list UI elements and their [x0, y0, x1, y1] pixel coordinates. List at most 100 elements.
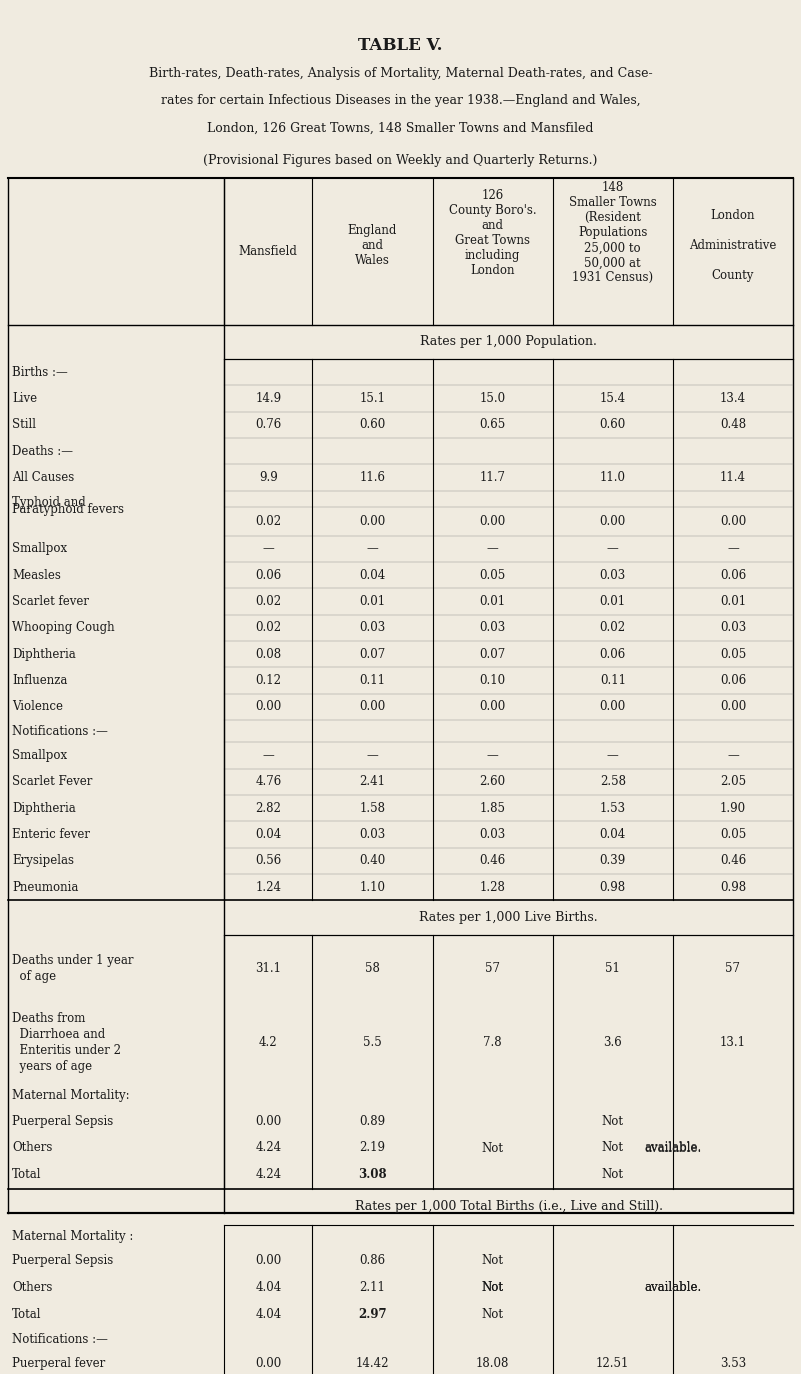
Text: London

Administrative

County: London Administrative County [689, 209, 777, 282]
Text: 2.19: 2.19 [360, 1142, 385, 1154]
Text: available.: available. [644, 1281, 702, 1294]
Text: 0.39: 0.39 [600, 855, 626, 867]
Text: 31.1: 31.1 [256, 962, 281, 976]
Text: 0.08: 0.08 [256, 647, 281, 661]
Text: Rates per 1,000 Total Births (i.e., Live and Still).: Rates per 1,000 Total Births (i.e., Live… [355, 1201, 662, 1213]
Text: 0.05: 0.05 [720, 647, 746, 661]
Text: 0.40: 0.40 [360, 855, 385, 867]
Text: 0.07: 0.07 [480, 647, 505, 661]
Text: 0.05: 0.05 [720, 829, 746, 841]
Text: 0.03: 0.03 [720, 621, 746, 635]
Text: 0.65: 0.65 [480, 419, 505, 431]
Text: 1.53: 1.53 [600, 802, 626, 815]
Text: 1.85: 1.85 [480, 802, 505, 815]
Text: 0.04: 0.04 [256, 829, 281, 841]
Text: —: — [487, 749, 498, 763]
Text: 11.7: 11.7 [480, 471, 505, 484]
Text: 0.00: 0.00 [256, 701, 281, 713]
Text: 2.05: 2.05 [720, 775, 746, 789]
Text: 0.06: 0.06 [720, 569, 746, 581]
Text: Not: Not [481, 1142, 504, 1156]
Text: Measles: Measles [12, 569, 61, 581]
Text: 0.07: 0.07 [360, 647, 385, 661]
Text: 1.58: 1.58 [360, 802, 385, 815]
Text: 14.9: 14.9 [256, 392, 281, 405]
Text: All Causes: All Causes [12, 471, 74, 484]
Text: 0.11: 0.11 [600, 675, 626, 687]
Text: —: — [607, 543, 618, 555]
Text: 0.46: 0.46 [720, 855, 746, 867]
Text: Puerperal Sepsis: Puerperal Sepsis [12, 1114, 113, 1128]
Text: 11.0: 11.0 [600, 471, 626, 484]
Text: Puerperal fever: Puerperal fever [12, 1358, 105, 1370]
Text: 0.03: 0.03 [480, 621, 505, 635]
Text: Notifications :—: Notifications :— [12, 724, 108, 738]
Text: 0.00: 0.00 [256, 1358, 281, 1370]
Text: 0.06: 0.06 [600, 647, 626, 661]
Text: 0.01: 0.01 [480, 595, 505, 607]
Text: Not: Not [481, 1254, 504, 1267]
Text: 4.24: 4.24 [256, 1168, 281, 1182]
Text: 0.01: 0.01 [360, 595, 385, 607]
Text: —: — [367, 543, 378, 555]
Text: Deaths under 1 year
  of age: Deaths under 1 year of age [12, 954, 134, 982]
Text: Pneumonia: Pneumonia [12, 881, 78, 894]
Text: 2.97: 2.97 [358, 1308, 387, 1320]
Text: 0.02: 0.02 [600, 621, 626, 635]
Text: 0.86: 0.86 [360, 1254, 385, 1267]
Text: 2.60: 2.60 [480, 775, 505, 789]
Text: 3.53: 3.53 [720, 1358, 746, 1370]
Text: 57: 57 [726, 962, 740, 976]
Text: (Provisional Figures based on Weekly and Quarterly Returns.): (Provisional Figures based on Weekly and… [203, 154, 598, 168]
Text: —: — [727, 543, 739, 555]
Text: —: — [263, 749, 274, 763]
Text: 2.41: 2.41 [360, 775, 385, 789]
Text: Rates per 1,000 Live Births.: Rates per 1,000 Live Births. [419, 911, 598, 925]
Text: 2.11: 2.11 [360, 1281, 385, 1294]
Text: 4.76: 4.76 [256, 775, 281, 789]
Text: Not: Not [481, 1308, 504, 1320]
Text: 0.00: 0.00 [256, 1114, 281, 1128]
Text: Total: Total [12, 1168, 42, 1182]
Text: Scarlet fever: Scarlet fever [12, 595, 89, 607]
Text: Influenza: Influenza [12, 675, 67, 687]
Text: Scarlet Fever: Scarlet Fever [12, 775, 92, 789]
Text: Total: Total [12, 1308, 42, 1320]
Text: 0.00: 0.00 [720, 701, 746, 713]
Text: 0.89: 0.89 [360, 1114, 385, 1128]
Text: 11.6: 11.6 [360, 471, 385, 484]
Text: 0.00: 0.00 [480, 515, 505, 528]
Text: 4.04: 4.04 [256, 1308, 281, 1320]
Text: 0.00: 0.00 [600, 515, 626, 528]
Text: 4.04: 4.04 [256, 1281, 281, 1294]
Text: Still: Still [12, 419, 36, 431]
Text: available.: available. [644, 1142, 702, 1156]
Text: Birth-rates, Death-rates, Analysis of Mortality, Maternal Death-rates, and Case-: Birth-rates, Death-rates, Analysis of Mo… [149, 67, 652, 81]
Text: 0.00: 0.00 [600, 701, 626, 713]
Text: London, 126 Great Towns, 148 Smaller Towns and Mansfiled: London, 126 Great Towns, 148 Smaller Tow… [207, 121, 594, 135]
Text: 13.1: 13.1 [720, 1036, 746, 1048]
Text: Not: Not [481, 1282, 504, 1294]
Text: available.: available. [644, 1282, 702, 1294]
Text: 0.05: 0.05 [480, 569, 505, 581]
Text: 1.28: 1.28 [480, 881, 505, 894]
Text: 12.51: 12.51 [596, 1358, 630, 1370]
Text: Births :—: Births :— [12, 365, 68, 379]
Text: Not: Not [602, 1168, 624, 1182]
Text: 0.10: 0.10 [480, 675, 505, 687]
Text: 9.9: 9.9 [259, 471, 278, 484]
Text: 0.02: 0.02 [256, 621, 281, 635]
Text: 58: 58 [365, 962, 380, 976]
Text: 0.00: 0.00 [360, 701, 385, 713]
Text: 0.56: 0.56 [256, 855, 281, 867]
Text: TABLE V.: TABLE V. [358, 37, 443, 54]
Text: 4.2: 4.2 [259, 1036, 278, 1048]
Text: Live: Live [12, 392, 37, 405]
Text: 2.58: 2.58 [600, 775, 626, 789]
Text: 18.08: 18.08 [476, 1358, 509, 1370]
Text: Not: Not [602, 1114, 624, 1128]
Text: 0.11: 0.11 [360, 675, 385, 687]
Text: 3.6: 3.6 [603, 1036, 622, 1048]
Text: Paratyphoid fevers: Paratyphoid fevers [12, 503, 124, 515]
Text: 0.46: 0.46 [480, 855, 505, 867]
